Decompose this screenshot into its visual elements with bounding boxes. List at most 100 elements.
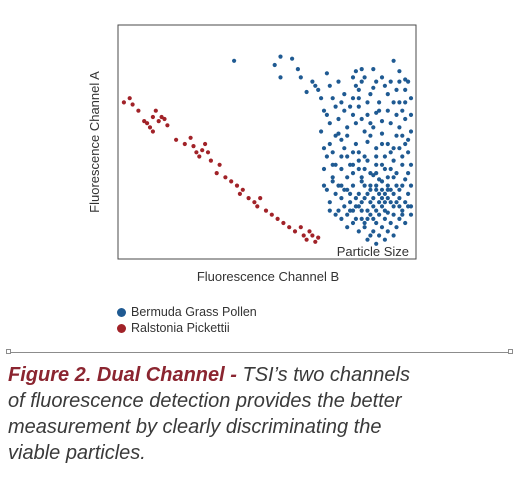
point-bermuda-grass-pollen-124 xyxy=(330,162,335,167)
point-bermuda-grass-pollen-85 xyxy=(382,216,387,221)
point-bermuda-grass-pollen-145 xyxy=(342,108,347,113)
point-bermuda-grass-pollen-58 xyxy=(374,183,379,188)
point-bermuda-grass-pollen-216 xyxy=(400,108,405,113)
point-bermuda-grass-pollen-178 xyxy=(382,166,387,172)
legend: Bermuda Grass Pollen Ralstonia Pickettii xyxy=(117,304,257,336)
point-bermuda-grass-pollen-152 xyxy=(403,116,408,122)
data-points xyxy=(121,54,414,246)
point-bermuda-grass-pollen-235 xyxy=(406,79,411,84)
point-bermuda-grass-pollen-86 xyxy=(388,220,393,226)
point-bermuda-grass-pollen-37 xyxy=(345,154,350,159)
point-bermuda-grass-pollen-5 xyxy=(310,79,315,84)
point-bermuda-grass-pollen-192 xyxy=(374,171,379,176)
point-bermuda-grass-pollen-60 xyxy=(388,187,393,192)
point-bermuda-grass-pollen-96 xyxy=(382,200,387,205)
point-bermuda-grass-pollen-29 xyxy=(400,133,405,138)
point-bermuda-grass-pollen-10 xyxy=(316,87,321,92)
point-bermuda-grass-pollen-185 xyxy=(321,183,327,188)
point-bermuda-grass-pollen-17 xyxy=(403,77,408,82)
point-bermuda-grass-pollen-229 xyxy=(350,75,356,80)
point-bermuda-grass-pollen-105 xyxy=(359,200,364,205)
point-ralstonia-pickettii-19 xyxy=(197,154,202,159)
point-bermuda-grass-pollen-206 xyxy=(333,212,338,217)
point-bermuda-grass-pollen-65 xyxy=(356,204,361,209)
point-bermuda-grass-pollen-31 xyxy=(336,131,341,136)
point-bermuda-grass-pollen-90 xyxy=(379,225,385,230)
plot-frame xyxy=(117,24,417,260)
point-bermuda-grass-pollen-112 xyxy=(379,187,385,192)
point-bermuda-grass-pollen-231 xyxy=(371,67,376,72)
point-ralstonia-pickettii-23 xyxy=(208,158,213,163)
point-bermuda-grass-pollen-202 xyxy=(356,229,361,234)
point-bermuda-grass-pollen-130 xyxy=(382,154,387,159)
point-bermuda-grass-pollen-3 xyxy=(295,67,300,72)
point-ralstonia-pickettii-22 xyxy=(205,150,211,155)
point-bermuda-grass-pollen-32 xyxy=(319,129,324,134)
point-bermuda-grass-pollen-88 xyxy=(362,225,367,230)
point-bermuda-grass-pollen-89 xyxy=(371,229,376,234)
point-bermuda-grass-pollen-169 xyxy=(377,233,382,238)
point-bermuda-grass-pollen-133 xyxy=(406,171,411,176)
point-bermuda-grass-pollen-109 xyxy=(403,200,408,205)
point-bermuda-grass-pollen-30 xyxy=(327,121,332,126)
point-bermuda-grass-pollen-141 xyxy=(345,125,350,130)
point-bermuda-grass-pollen-42 xyxy=(379,162,385,167)
point-bermuda-grass-pollen-196 xyxy=(406,204,411,209)
point-bermuda-grass-pollen-59 xyxy=(382,191,387,196)
point-bermuda-grass-pollen-137 xyxy=(379,131,385,136)
legend-swatch-bermuda xyxy=(117,307,126,317)
point-bermuda-grass-pollen-99 xyxy=(391,191,396,196)
point-bermuda-grass-pollen-19 xyxy=(397,100,402,105)
point-bermuda-grass-pollen-47 xyxy=(406,150,411,155)
point-bermuda-grass-pollen-116 xyxy=(377,212,382,217)
point-bermuda-grass-pollen-27 xyxy=(397,125,402,130)
point-bermuda-grass-pollen-122 xyxy=(342,204,347,209)
point-bermuda-grass-pollen-220 xyxy=(362,75,367,80)
point-bermuda-grass-pollen-129 xyxy=(374,154,379,159)
point-ralstonia-pickettii-10 xyxy=(156,119,161,124)
point-bermuda-grass-pollen-39 xyxy=(350,171,356,176)
point-bermuda-grass-pollen-64 xyxy=(348,200,353,205)
point-bermuda-grass-pollen-25 xyxy=(379,119,385,124)
point-bermuda-grass-pollen-194 xyxy=(388,166,393,172)
point-bermuda-grass-pollen-140 xyxy=(353,121,358,126)
point-bermuda-grass-pollen-193 xyxy=(379,179,385,184)
point-bermuda-grass-pollen-211 xyxy=(368,133,373,138)
point-bermuda-grass-pollen-146 xyxy=(350,112,356,117)
point-bermuda-grass-pollen-159 xyxy=(385,92,390,97)
point-bermuda-grass-pollen-87 xyxy=(397,216,402,221)
point-ralstonia-pickettii-47 xyxy=(316,235,321,240)
point-bermuda-grass-pollen-125 xyxy=(339,166,344,172)
point-bermuda-grass-pollen-35 xyxy=(324,154,329,159)
point-bermuda-grass-pollen-187 xyxy=(368,171,373,176)
point-bermuda-grass-pollen-16 xyxy=(397,69,402,74)
point-bermuda-grass-pollen-138 xyxy=(371,125,376,130)
point-ralstonia-pickettii-35 xyxy=(263,208,269,213)
legend-label-ralstonia: Ralstonia Pickettii xyxy=(131,321,230,335)
point-ralstonia-pickettii-46 xyxy=(313,239,318,244)
point-bermuda-grass-pollen-136 xyxy=(385,141,390,147)
point-ralstonia-pickettii-32 xyxy=(252,200,257,205)
point-ralstonia-pickettii-36 xyxy=(269,212,274,217)
legend-label-bermuda: Bermuda Grass Pollen xyxy=(131,305,257,319)
legend-swatch-ralstonia xyxy=(117,323,126,333)
point-bermuda-grass-pollen-94 xyxy=(377,191,382,196)
point-bermuda-grass-pollen-228 xyxy=(342,92,347,97)
point-ralstonia-pickettii-18 xyxy=(194,150,199,155)
legend-item-bermuda: Bermuda Grass Pollen xyxy=(117,304,257,320)
point-bermuda-grass-pollen-36 xyxy=(333,162,338,167)
point-bermuda-grass-pollen-44 xyxy=(394,183,399,188)
point-bermuda-grass-pollen-154 xyxy=(339,100,344,105)
point-ralstonia-pickettii-45 xyxy=(310,233,315,238)
divider-line xyxy=(8,352,512,353)
point-bermuda-grass-pollen-121 xyxy=(348,208,353,213)
point-bermuda-grass-pollen-0 xyxy=(232,58,237,63)
point-bermuda-grass-pollen-174 xyxy=(408,204,414,209)
point-bermuda-grass-pollen-53 xyxy=(330,175,335,180)
point-bermuda-grass-pollen-164 xyxy=(336,208,341,213)
point-bermuda-grass-pollen-128 xyxy=(365,158,370,163)
point-bermuda-grass-pollen-51 xyxy=(353,141,358,147)
point-bermuda-grass-pollen-52 xyxy=(342,146,347,151)
point-bermuda-grass-pollen-166 xyxy=(353,216,358,221)
point-bermuda-grass-pollen-34 xyxy=(339,137,344,142)
